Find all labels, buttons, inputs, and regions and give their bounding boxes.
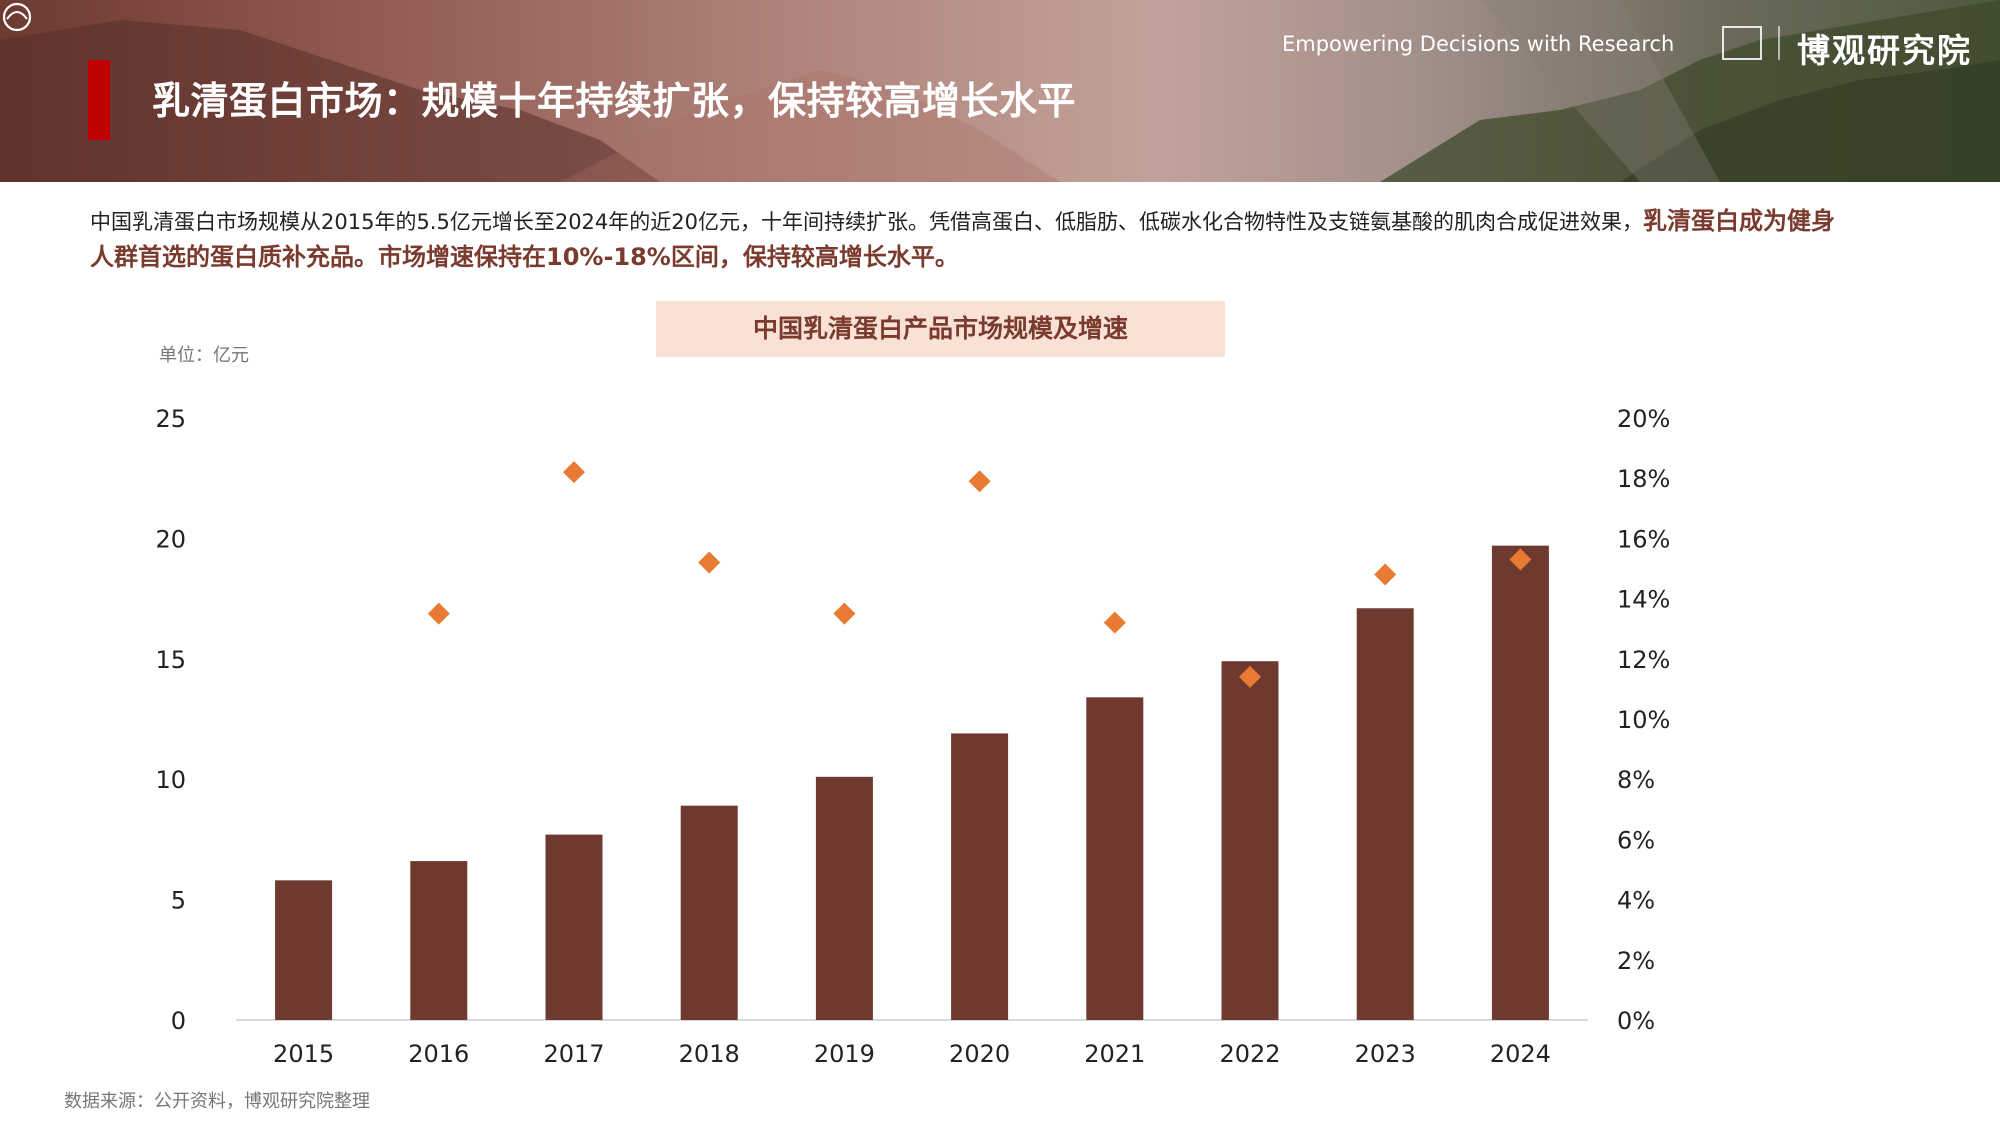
x-tick-label: 2022 (1219, 1040, 1280, 1068)
brand-divider (1778, 26, 1780, 60)
data-source-note: 数据来源：公开资料，博观研究院整理 (64, 1091, 370, 1112)
x-tick-label: 2018 (679, 1040, 740, 1068)
bar-2015 (275, 880, 333, 1020)
intro-text: 中国乳清蛋白市场规模从2015年的5.5亿元增长至2024年的近20亿元，十年间… (90, 210, 1643, 234)
bar-2016 (410, 861, 468, 1020)
growth-marker-2022 (1239, 665, 1261, 688)
y-left-tick-label: 15 (155, 646, 186, 674)
growth-marker-2018 (698, 551, 721, 574)
chart-title-box: 中国乳清蛋白产品市场规模及增速 (656, 301, 1225, 357)
bar-2021 (1086, 697, 1144, 1020)
bar-2022 (1221, 661, 1279, 1020)
x-tick-label: 2017 (543, 1040, 604, 1068)
brand-mark-icon (1722, 26, 1762, 60)
y-left-tick-label: 10 (155, 766, 186, 794)
y-right-tick-label: 10% (1617, 706, 1670, 734)
y-left-tick-label: 5 (171, 887, 186, 915)
bar-2017 (545, 834, 603, 1020)
y-right-tick-label: 12% (1617, 646, 1670, 674)
x-tick-label: 2016 (408, 1040, 469, 1068)
y-right-tick-label: 2% (1617, 947, 1655, 975)
brand-tagline: Empowering Decisions with Research (1282, 32, 1675, 56)
growth-marker-2019 (833, 602, 856, 625)
bar-2019 (815, 776, 873, 1020)
x-tick-label: 2015 (273, 1040, 334, 1068)
y-right-tick-label: 8% (1617, 766, 1655, 794)
unit-label: 单位：亿元 (159, 345, 249, 366)
bar-2024 (1491, 545, 1549, 1020)
intro-paragraph: 中国乳清蛋白市场规模从2015年的5.5亿元增长至2024年的近20亿元，十年间… (90, 204, 1850, 276)
x-tick-label: 2019 (814, 1040, 875, 1068)
x-tick-label: 2024 (1490, 1040, 1551, 1068)
x-tick-label: 2021 (1084, 1040, 1145, 1068)
header-banner: 乳清蛋白市场：规模十年持续扩张，保持较高增长水平 Empowering Deci… (0, 0, 2000, 182)
growth-marker-2020 (968, 470, 991, 493)
y-right-tick-label: 0% (1617, 1007, 1655, 1035)
x-tick-label: 2023 (1355, 1040, 1416, 1068)
page-title: 乳清蛋白市场：规模十年持续扩张，保持较高增长水平 (152, 79, 1077, 123)
y-right-tick-label: 20% (1617, 405, 1670, 433)
growth-marker-2016 (427, 602, 450, 625)
x-tick-label: 2020 (949, 1040, 1010, 1068)
brand-name: 博观研究院 (1797, 31, 1972, 70)
bar-2023 (1356, 608, 1414, 1020)
y-right-tick-label: 14% (1617, 586, 1670, 614)
growth-marker-2024 (1509, 548, 1532, 571)
y-right-tick-label: 6% (1617, 826, 1655, 854)
growth-marker-2023 (1374, 563, 1397, 586)
bar-2018 (680, 805, 738, 1020)
y-left-tick-label: 25 (155, 405, 186, 433)
y-right-tick-label: 4% (1617, 887, 1655, 915)
chart-title: 中国乳清蛋白产品市场规模及增速 (752, 314, 1128, 343)
y-right-tick-label: 16% (1617, 525, 1670, 553)
growth-marker-2017 (563, 461, 585, 484)
y-right-tick-label: 18% (1617, 465, 1670, 493)
y-left-tick-label: 20 (155, 525, 186, 553)
brand-logo-icon (2, 2, 32, 32)
y-left-tick-label: 0 (171, 1007, 186, 1035)
intro-emphasis: 乳清蛋白成为健身人群首选的蛋白质补充品。市场增速保持在10%-18%区间，保持较… (90, 207, 1835, 271)
title-accent-bar (88, 60, 110, 140)
mountain-backdrop (0, 0, 2000, 182)
bar-2020 (951, 733, 1009, 1020)
growth-marker-2021 (1103, 611, 1126, 634)
